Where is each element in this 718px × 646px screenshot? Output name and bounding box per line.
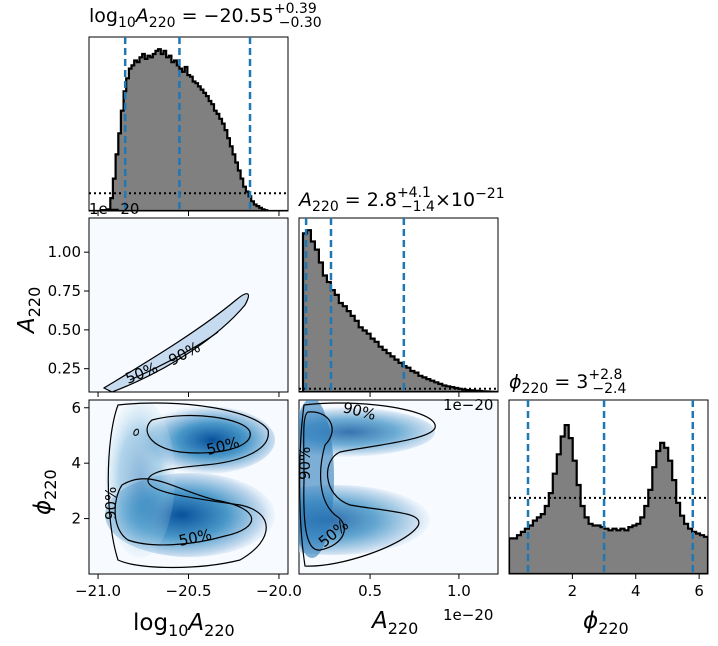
histogram-A [298,217,499,393]
ticks-layer: −21.0 −20.5 −20.0 0.5 1.0 2 4 6 0.25 0.50 0.75 1.00… [48,211,704,600]
offset-text-A-axis: 1e−20 [443,606,493,624]
x-tick-label: 4 [631,582,641,600]
histogram-bars-phi [509,424,708,574]
contour-label-90: 90% [296,447,314,480]
x-tick-label: 1.0 [447,582,471,600]
panel-phi-vs-logA [88,399,289,575]
contour-label-90: 90% [102,487,120,520]
ylabel-A: A220 [14,287,44,335]
title-logA: log10A220 = −20.55+0.39 −0.30 [89,1,322,31]
histogram-bars-A [299,229,498,392]
y-tick-label: 4 [71,454,81,472]
x-tick-label: 6 [694,582,704,600]
y-tick-label: 0.50 [48,321,81,339]
histogram-phi [508,399,709,575]
x-tick-label: 0.5 [358,582,382,600]
x-tick-label: 2 [568,582,578,600]
panel-A-vs-logA [88,217,289,393]
y-tick-label: 0.75 [48,282,81,300]
xlabel-phi: ϕ220 [583,608,629,638]
title-A: A220 = 2.8+4.1 −1.4×10−21 [297,185,505,215]
offset-text-A-hist: 1e−20 [443,396,493,414]
y-tick-label: 1.00 [48,243,81,261]
histogram-logA [88,36,289,212]
panel-phi-vs-A [298,399,499,575]
ylabel-phi: ϕ220 [30,469,60,515]
x-tick-label: −20.5 [166,582,212,600]
y-tick-label: 0.25 [48,360,81,378]
x-tick-label: −21.0 [75,582,121,600]
x-tick-label: −20.0 [256,582,302,600]
title-phi: ϕ220 = 3+2.8 −2.4 [509,367,626,397]
y-tick-label: 2 [71,510,81,528]
xlabel-A: A220 [370,608,418,638]
y-tick-label: 6 [71,399,81,417]
xlabel-logA: log10A220 [133,610,235,640]
offset-text-top: 1e−20 [89,200,139,218]
